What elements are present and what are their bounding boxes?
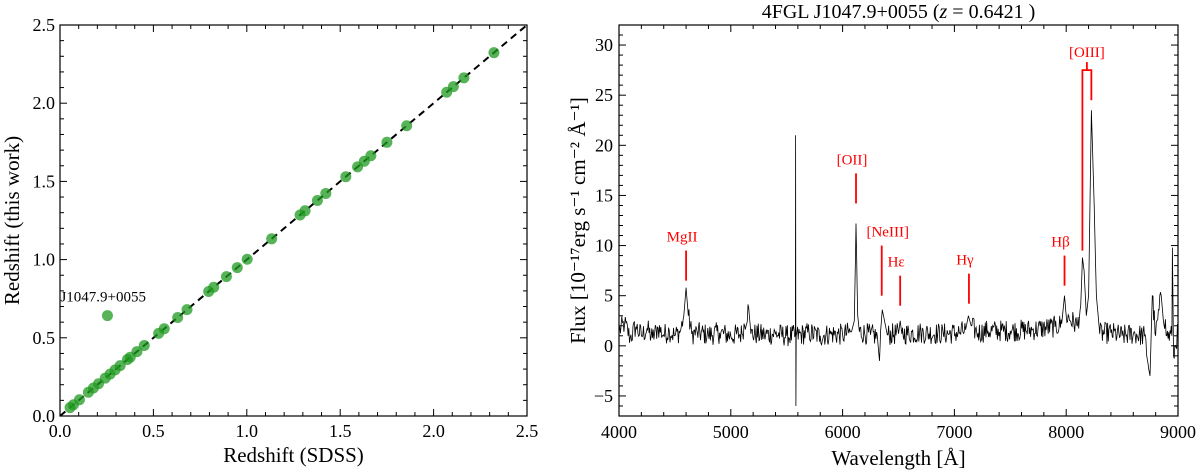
data-point	[231, 262, 243, 274]
y-tick-label: 0	[604, 336, 613, 356]
data-point	[311, 194, 323, 206]
data-point	[320, 187, 332, 199]
data-point	[458, 72, 470, 84]
data-point	[138, 339, 150, 351]
data-point	[381, 136, 393, 148]
y-tick-label: 2.5	[33, 15, 56, 35]
title-prefix: 4FGL J1047.9+0055 (	[762, 1, 940, 23]
data-point	[114, 360, 126, 372]
x-tick-label: 7000	[936, 422, 972, 442]
x-axis-label: Wavelength [Å]	[831, 446, 965, 470]
x-tick-label: 1.0	[236, 421, 259, 441]
data-point	[158, 323, 170, 335]
y-tick-label: 0.5	[33, 328, 56, 348]
y-tick-label: 1.0	[33, 250, 56, 270]
spectrum-panel: MgII [OII] [NeIII] Hε Hγ Hβ [OIII] 4000 5000 6000…	[566, 1, 1196, 470]
y-tick-label: 5	[604, 286, 613, 306]
spectrum-line	[618, 110, 1179, 407]
x-tick-label: 9000	[1160, 422, 1196, 442]
data-point	[241, 253, 253, 265]
y-tick-label: 20	[595, 135, 613, 155]
y-tick-label: 2.0	[33, 93, 56, 113]
x-tick-label: 6000	[825, 422, 861, 442]
emission-line-label: Hε	[888, 255, 905, 271]
data-point	[266, 233, 278, 245]
data-point	[181, 304, 193, 316]
x-tick-label: 0.5	[142, 421, 165, 441]
x-tick-label: 4000	[601, 422, 637, 442]
outlier-label: J1047.9+0055	[60, 290, 146, 306]
y-tick-label: 15	[595, 185, 613, 205]
x-tick-label: 5000	[713, 422, 749, 442]
plot-frame	[618, 24, 1179, 417]
data-point	[73, 394, 85, 406]
emission-line-label: Hγ	[956, 253, 974, 269]
y-tick-label: −5	[594, 386, 613, 406]
y-tick-label: 0.0	[33, 406, 56, 426]
x-axis-label: Redshift (SDSS)	[223, 443, 364, 467]
emission-line-label: MgII	[667, 230, 698, 246]
data-point	[172, 311, 184, 323]
y-tick-label: 10	[595, 236, 613, 256]
data-point	[401, 120, 413, 132]
title-suffix: = 0.6421 )	[947, 1, 1035, 23]
redshift-comparison-panel: J1047.9+0055 0.0 0.5 1.0 1.5 2.0 2.5 0.0 0.5 1.0 1…	[0, 15, 538, 467]
oiii-label: [OIII]	[1069, 45, 1105, 61]
x-tick-label: 2.5	[516, 421, 539, 441]
data-point	[340, 171, 352, 183]
outlier-point	[101, 310, 113, 322]
x-tick-label: 2.0	[422, 421, 445, 441]
chart-title: 4FGL J1047.9+0055 (z = 0.6421 )	[762, 1, 1036, 23]
data-point	[488, 47, 500, 59]
x-tick-label: 0.0	[49, 421, 72, 441]
emission-line-label: [NeIII]	[866, 225, 908, 241]
x-tick-label: 8000	[1048, 422, 1084, 442]
emission-line-label: [OII]	[837, 152, 868, 168]
y-tick-label: 25	[595, 85, 613, 105]
data-point	[299, 205, 311, 217]
data-point	[365, 150, 377, 162]
plot-frame	[59, 24, 528, 417]
x-tick-label: 1.5	[329, 421, 352, 441]
data-point	[447, 81, 459, 93]
data-point	[131, 346, 143, 358]
y-axis-label: Flux [10⁻¹⁷erg s⁻¹ cm⁻² Å⁻¹]	[566, 97, 590, 344]
data-point	[220, 271, 232, 283]
data-point	[208, 281, 220, 293]
y-tick-label: 30	[595, 35, 613, 55]
title-variable: z	[939, 1, 948, 23]
y-tick-label: 1.5	[33, 171, 56, 191]
y-axis-label: Redshift (this work)	[0, 136, 24, 305]
emission-line-label: Hβ	[1051, 235, 1069, 251]
